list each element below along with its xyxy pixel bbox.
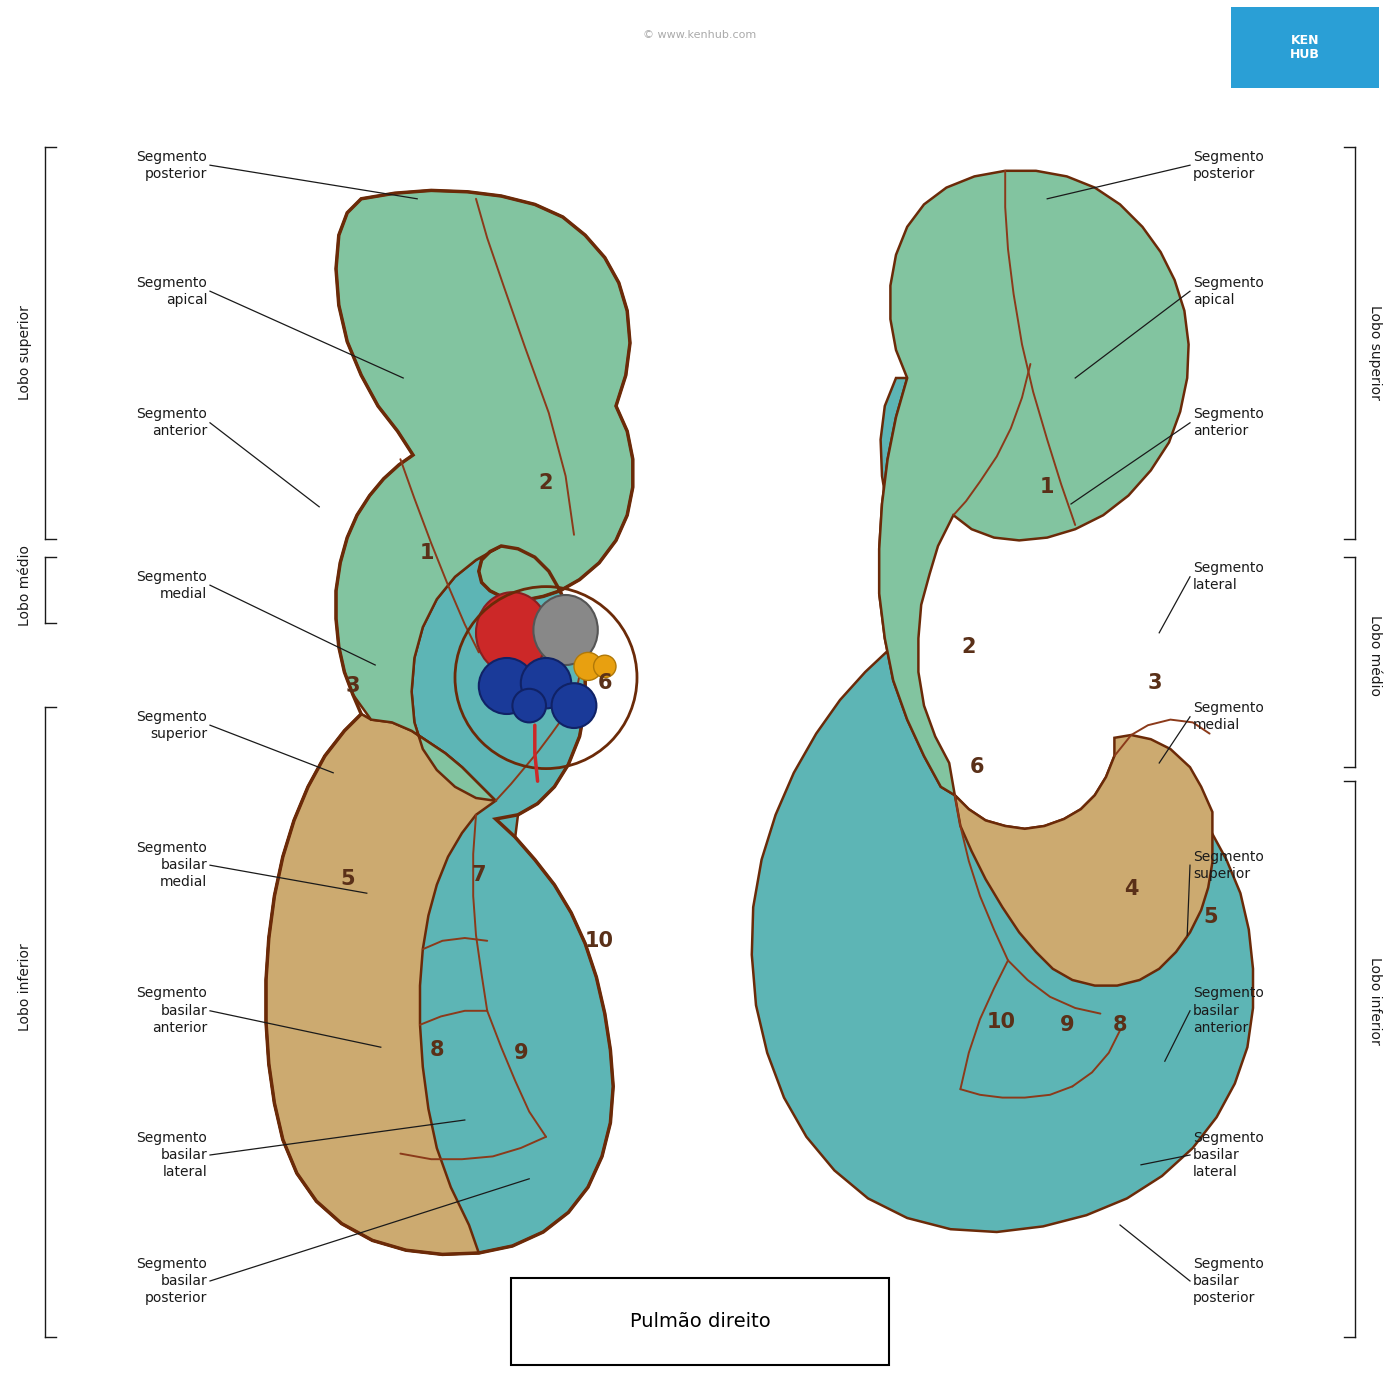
Text: Segmento
basilar
lateral: Segmento basilar lateral: [1193, 1131, 1264, 1179]
Text: 7: 7: [472, 865, 486, 885]
Text: Segmento
basilar
anterior: Segmento basilar anterior: [1193, 987, 1264, 1035]
Text: 3: 3: [346, 676, 360, 696]
Text: 2: 2: [539, 473, 553, 493]
Text: Lobo superior: Lobo superior: [1368, 305, 1382, 400]
Text: 8: 8: [1113, 1015, 1127, 1035]
Polygon shape: [955, 735, 1212, 986]
Text: Segmento
anterior: Segmento anterior: [1193, 407, 1264, 438]
Text: Lobo médio: Lobo médio: [1368, 615, 1382, 696]
Text: Segmento
superior: Segmento superior: [136, 710, 207, 741]
Text: Segmento
basilar
lateral: Segmento basilar lateral: [136, 1131, 207, 1179]
Text: Segmento
anterior: Segmento anterior: [136, 407, 207, 438]
Text: Lobo superior: Lobo superior: [18, 305, 32, 400]
Text: Lobo médio: Lobo médio: [18, 545, 32, 626]
Text: Segmento
apical: Segmento apical: [136, 276, 207, 307]
Text: 1: 1: [420, 543, 434, 563]
Text: Lobo inferior: Lobo inferior: [18, 944, 32, 1030]
Polygon shape: [336, 190, 633, 801]
Text: Segmento
superior: Segmento superior: [1193, 850, 1264, 881]
Polygon shape: [752, 378, 1253, 1232]
Text: Pulmão direito: Pulmão direito: [630, 1312, 770, 1331]
Text: © www.kenhub.com: © www.kenhub.com: [644, 29, 756, 41]
Polygon shape: [266, 714, 496, 1254]
Text: 1: 1: [1040, 477, 1054, 497]
Text: 5: 5: [340, 869, 354, 889]
Polygon shape: [266, 546, 613, 1254]
Text: 9: 9: [1060, 1015, 1074, 1035]
Ellipse shape: [476, 592, 549, 673]
Text: Segmento
basilar
medial: Segmento basilar medial: [136, 841, 207, 889]
Text: 8: 8: [430, 1040, 444, 1060]
Circle shape: [521, 658, 571, 708]
Text: 2: 2: [962, 637, 976, 657]
Circle shape: [594, 655, 616, 678]
Text: 4: 4: [1124, 879, 1138, 899]
Text: 3: 3: [1148, 673, 1162, 693]
Text: Segmento
lateral: Segmento lateral: [1193, 561, 1264, 592]
Text: 6: 6: [598, 673, 612, 693]
Text: 5: 5: [1204, 907, 1218, 927]
Text: 9: 9: [514, 1043, 528, 1063]
Text: Lobo inferior: Lobo inferior: [1368, 958, 1382, 1044]
Text: Segmento
apical: Segmento apical: [1193, 276, 1264, 307]
Ellipse shape: [533, 595, 598, 665]
Text: Segmento
posterior: Segmento posterior: [1193, 150, 1264, 181]
Text: Segmento
medial: Segmento medial: [1193, 701, 1264, 732]
Circle shape: [479, 658, 535, 714]
Circle shape: [512, 689, 546, 722]
Text: 10: 10: [987, 1012, 1015, 1032]
Text: Segmento
posterior: Segmento posterior: [136, 150, 207, 181]
Polygon shape: [879, 171, 1189, 795]
Text: Segmento
basilar
anterior: Segmento basilar anterior: [136, 987, 207, 1035]
FancyBboxPatch shape: [511, 1278, 889, 1365]
Text: 10: 10: [585, 931, 613, 951]
Text: KEN
HUB: KEN HUB: [1289, 34, 1320, 62]
Text: Segmento
basilar
posterior: Segmento basilar posterior: [1193, 1257, 1264, 1305]
FancyBboxPatch shape: [1231, 7, 1379, 88]
Text: 6: 6: [970, 757, 984, 777]
Text: Segmento
basilar
posterior: Segmento basilar posterior: [136, 1257, 207, 1305]
Circle shape: [574, 652, 602, 680]
Text: Segmento
medial: Segmento medial: [136, 570, 207, 601]
Circle shape: [552, 683, 596, 728]
